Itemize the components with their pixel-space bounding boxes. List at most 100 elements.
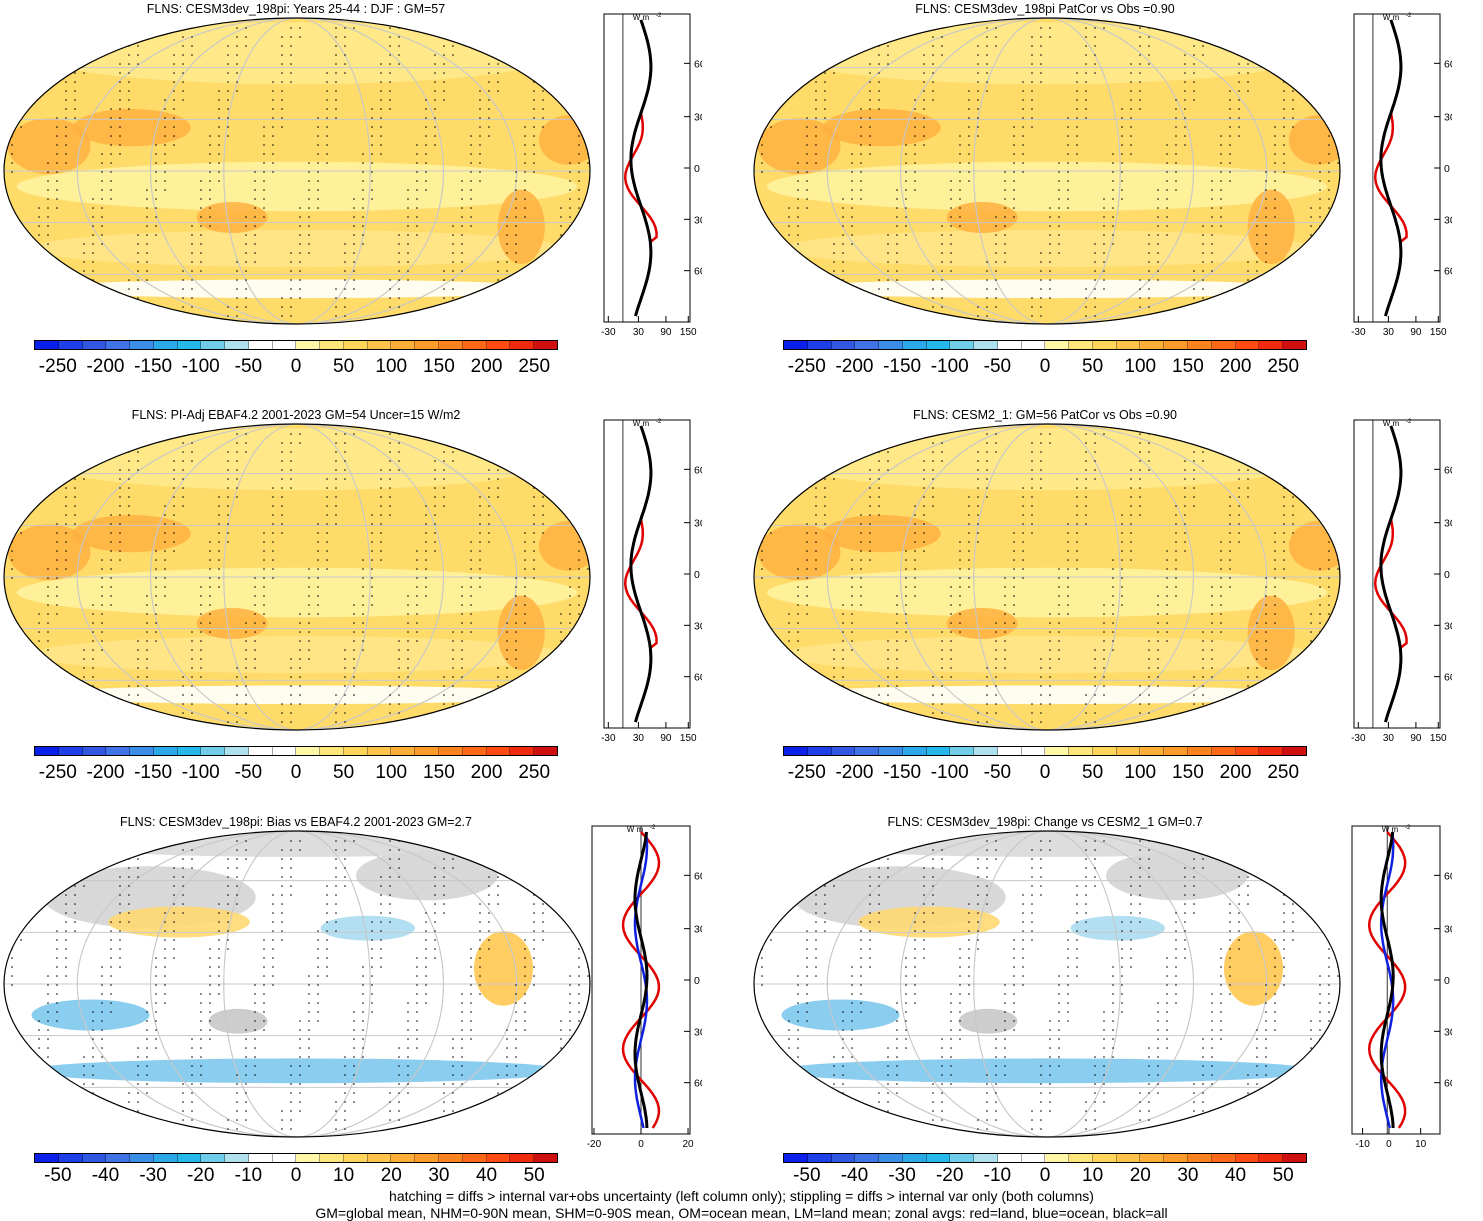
- colorbar-swatch: [902, 1154, 927, 1162]
- colorbar-swatch: [35, 1154, 59, 1162]
- zonal-x-tick-label: 30: [1383, 733, 1395, 744]
- colorbar-swatch: [1116, 747, 1141, 755]
- zonal-lat-tick-label: 0: [1444, 569, 1450, 581]
- colorbar-tick-label: -10: [983, 1165, 1012, 1186]
- map-panel: [753, 423, 1341, 731]
- colorbar-tick-label: -40: [840, 1165, 869, 1186]
- colorbar-swatch: [784, 341, 808, 349]
- colorbar-tick-label: 50: [333, 356, 355, 377]
- colorbar-tick-label: -30: [888, 1165, 916, 1186]
- zonal-mean-plot: W m -2 60N 30N 0 30S 60S -20 0 20: [587, 825, 702, 1150]
- colorbar-tick-label: 100: [375, 762, 408, 783]
- colorbar-swatch: [534, 1154, 557, 1162]
- colorbar-swatch: [997, 1154, 1022, 1162]
- zonal-lat-tick-label: 60S: [694, 672, 702, 684]
- colorbar-tick-label: 250: [518, 762, 551, 783]
- colorbar-swatch: [58, 1154, 83, 1162]
- colorbar-tick-label: 20: [380, 1165, 402, 1186]
- colorbar-swatch: [439, 747, 463, 755]
- colorbar-tick-label: -250: [787, 356, 826, 377]
- colorbar-swatch: [486, 1154, 511, 1162]
- colorbar-swatch: [997, 747, 1022, 755]
- zonal-x-tick-label: 90: [660, 327, 672, 338]
- colorbar-swatch: [534, 747, 557, 755]
- colorbar-swatch: [153, 341, 178, 349]
- colorbar-tick-label: 0: [290, 356, 302, 377]
- colorbar-tick-label: -40: [91, 1165, 120, 1186]
- zonal-lat-tick-label: 30N: [694, 112, 702, 124]
- zonal-x-tick-label: 150: [680, 327, 697, 338]
- colorbar-swatch: [831, 1154, 856, 1162]
- colorbar-swatch: [855, 341, 880, 349]
- colorbar: [34, 340, 558, 350]
- colorbar-tick-label: -150: [883, 762, 922, 783]
- colorbar-swatch: [320, 1154, 344, 1162]
- colorbar-swatch: [926, 1154, 951, 1162]
- colorbar-swatch: [415, 747, 440, 755]
- colorbar-swatch: [391, 1154, 416, 1162]
- zonal-lat-tick-label: 30S: [694, 214, 702, 226]
- colorbar-tick-label: -50: [793, 1165, 821, 1186]
- colorbar-tick-label: 10: [1082, 1165, 1104, 1186]
- colorbar-tick-label: 0: [290, 1165, 302, 1186]
- colorbar-swatch: [391, 341, 416, 349]
- colorbar-swatch: [1235, 747, 1260, 755]
- colorbar-tick-label: -100: [930, 356, 969, 377]
- colorbar-swatch: [343, 341, 368, 349]
- colorbar-swatch: [1283, 341, 1306, 349]
- colorbar-swatch: [225, 747, 249, 755]
- colorbar-swatch: [510, 1154, 535, 1162]
- zonal-lat-tick-label: 60S: [1444, 1078, 1452, 1090]
- colorbar-swatch: [902, 341, 927, 349]
- colorbar-swatch: [415, 1154, 440, 1162]
- colorbar-swatch: [225, 341, 249, 349]
- zonal-x-tick-label: 90: [1410, 327, 1422, 338]
- colorbar-swatch: [486, 341, 511, 349]
- colorbar-swatch: [35, 747, 59, 755]
- colorbar-tick-label: -250: [38, 356, 77, 377]
- colorbar-swatch: [807, 747, 832, 755]
- colorbar-swatch: [272, 747, 297, 755]
- zonal-lat-tick-label: 60N: [694, 58, 702, 70]
- colorbar-swatch: [58, 747, 83, 755]
- colorbar-tick-label: -200: [835, 762, 874, 783]
- colorbar-swatch: [1164, 341, 1189, 349]
- zonal-lat-tick-label: 60S: [694, 1078, 702, 1090]
- colorbar-swatch: [902, 747, 927, 755]
- colorbar-tick-label: -150: [883, 356, 922, 377]
- colorbar-tick-label: 200: [470, 762, 503, 783]
- colorbar-tick-label: 40: [475, 1165, 498, 1186]
- colorbar-swatch: [1140, 1154, 1165, 1162]
- zonal-x-tick-label: -30: [1351, 733, 1366, 744]
- colorbar-swatch: [1092, 1154, 1117, 1162]
- colorbar-swatch: [784, 747, 808, 755]
- colorbar-swatch: [248, 747, 273, 755]
- colorbar-tick-label: -20: [186, 1165, 215, 1186]
- colorbar-tick-label: 150: [1172, 356, 1204, 377]
- zonal-x-tick-label: 150: [680, 733, 697, 744]
- zonal-lat-tick-label: 0: [1444, 975, 1450, 987]
- colorbar-swatch: [343, 1154, 368, 1162]
- zonal-units-exponent: -2: [1406, 419, 1412, 425]
- colorbar-swatch: [1045, 341, 1070, 349]
- colorbar-swatch: [177, 1154, 202, 1162]
- zonal-lat-tick-label: 0: [694, 569, 700, 581]
- colorbar-tick-label: 250: [1267, 356, 1300, 377]
- colorbar-tick-label: -100: [181, 356, 220, 377]
- colorbar-swatch: [974, 1154, 998, 1162]
- colorbar-swatch: [879, 1154, 903, 1162]
- colorbar: [783, 1153, 1307, 1163]
- zonal-lat-tick-label: 0: [694, 163, 700, 175]
- colorbar-tick-label: 150: [423, 762, 455, 783]
- colorbar-swatch: [248, 341, 273, 349]
- panel-title: FLNS: CESM3dev_198pi: Change vs CESM2_1 …: [887, 815, 1203, 829]
- zonal-x-tick-label: -30: [601, 327, 616, 338]
- zonal-lat-tick-label: 30S: [1444, 620, 1452, 632]
- colorbar-swatch: [879, 341, 903, 349]
- colorbar: [34, 746, 558, 756]
- zonal-mean-plot: W m -2 60N 30N 0 30S 60S -30 30 90 150: [1351, 419, 1452, 744]
- colorbar-swatch: [1259, 747, 1284, 755]
- zonal-x-tick-label: 150: [1430, 733, 1447, 744]
- colorbar-swatch: [82, 1154, 107, 1162]
- colorbar-swatch: [1069, 1154, 1093, 1162]
